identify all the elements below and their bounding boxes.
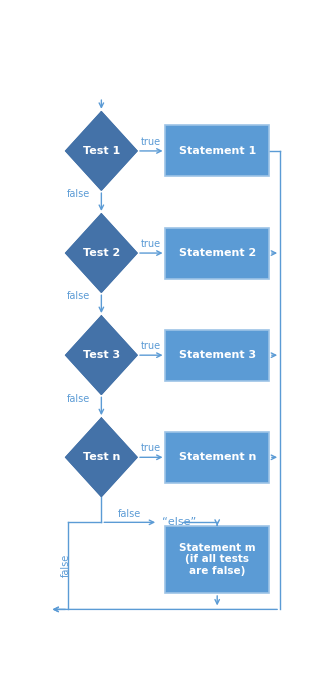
Text: Statement 2: Statement 2 — [179, 248, 256, 258]
Text: true: true — [141, 239, 161, 248]
Text: Statement m
(if all tests
are false): Statement m (if all tests are false) — [179, 543, 255, 576]
FancyBboxPatch shape — [165, 228, 269, 279]
FancyBboxPatch shape — [165, 432, 269, 483]
Text: “else”: “else” — [162, 517, 196, 527]
Polygon shape — [66, 418, 137, 496]
Text: Test 3: Test 3 — [83, 350, 120, 360]
Text: true: true — [141, 443, 161, 453]
Text: true: true — [141, 137, 161, 147]
Text: Statement 3: Statement 3 — [179, 350, 256, 360]
Text: false: false — [67, 189, 90, 200]
Text: false: false — [67, 394, 90, 403]
Text: false: false — [118, 509, 141, 519]
Text: Test n: Test n — [83, 452, 120, 462]
Polygon shape — [66, 112, 137, 190]
Text: Statement n: Statement n — [178, 452, 256, 462]
Text: Test 2: Test 2 — [83, 248, 120, 258]
FancyBboxPatch shape — [165, 329, 269, 380]
FancyBboxPatch shape — [165, 126, 269, 177]
FancyBboxPatch shape — [165, 526, 269, 593]
Text: Test 1: Test 1 — [83, 146, 120, 156]
Text: false: false — [61, 554, 71, 577]
Polygon shape — [66, 214, 137, 292]
Text: false: false — [67, 292, 90, 302]
Polygon shape — [66, 316, 137, 394]
Text: Statement 1: Statement 1 — [179, 146, 256, 156]
Text: true: true — [141, 341, 161, 351]
